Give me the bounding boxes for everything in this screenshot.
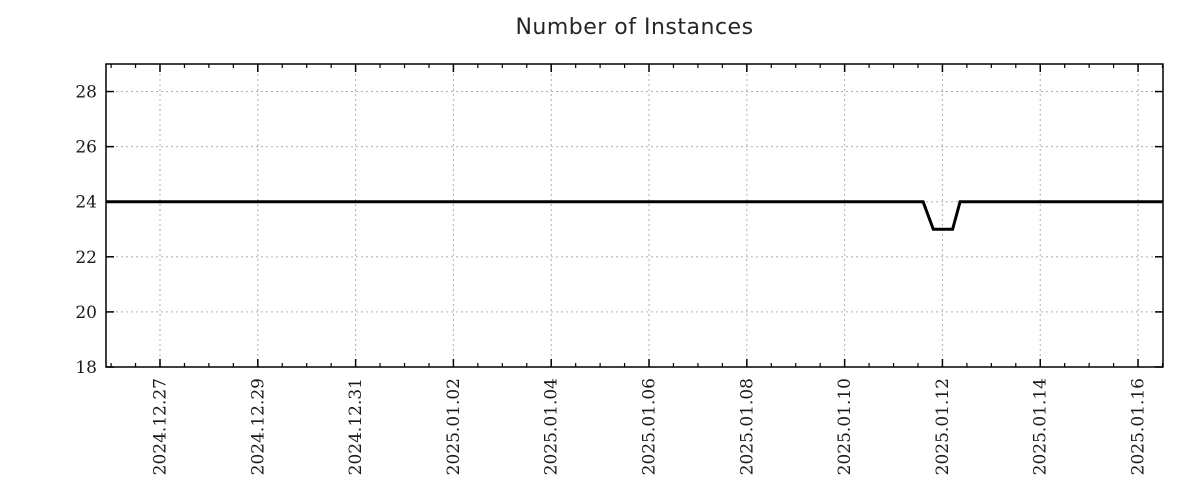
- y-tick-label: 26: [75, 138, 97, 158]
- x-tick-label: 2024.12.29: [248, 378, 268, 475]
- x-tick-label: 2025.01.06: [640, 378, 660, 475]
- x-tick-label: 2025.01.16: [1129, 378, 1149, 475]
- data-line: [106, 200, 1163, 231]
- x-tick-label: 2024.12.27: [150, 378, 170, 475]
- x-tick-label: 2025.01.08: [737, 378, 757, 475]
- x-tick-label: 2025.01.10: [835, 378, 855, 475]
- x-tick-label: 2024.12.31: [346, 378, 366, 475]
- x-tick-label: 2025.01.04: [542, 378, 562, 475]
- y-tick-label: 18: [75, 358, 97, 378]
- x-tick-label: 2025.01.14: [1031, 378, 1051, 475]
- y-tick-label: 28: [75, 83, 97, 103]
- y-tick-label: 20: [75, 303, 97, 323]
- x-tick-label: 2025.01.02: [444, 378, 464, 475]
- y-tick-label: 22: [75, 248, 97, 268]
- chart-title: Number of Instances: [515, 15, 754, 40]
- x-tick-label: 2025.01.12: [933, 378, 953, 475]
- y-tick-label: 24: [75, 193, 97, 213]
- plot-border: [105, 63, 1164, 368]
